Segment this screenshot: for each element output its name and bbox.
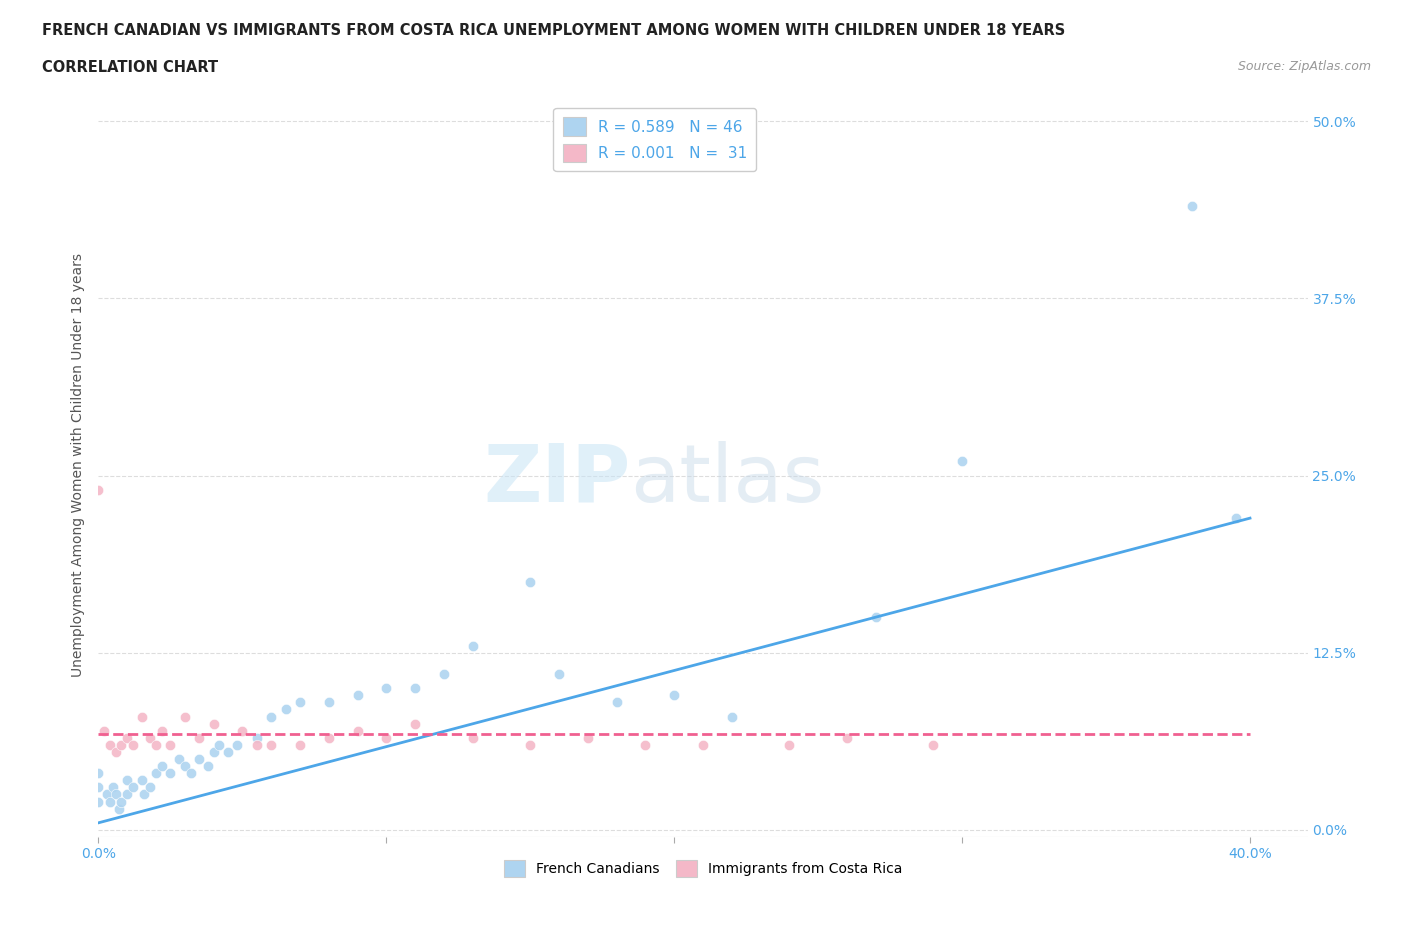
Point <box>145 765 167 780</box>
Point <box>835 730 858 745</box>
Point <box>375 730 398 745</box>
Point <box>375 681 398 696</box>
Point <box>131 709 153 724</box>
Point <box>950 454 973 469</box>
Point <box>107 802 129 817</box>
Text: CORRELATION CHART: CORRELATION CHART <box>42 60 218 75</box>
Legend: French Canadians, Immigrants from Costa Rica: French Canadians, Immigrants from Costa … <box>498 854 908 883</box>
Point <box>260 709 283 724</box>
Point <box>778 737 800 752</box>
Point <box>246 737 269 752</box>
Point <box>922 737 945 752</box>
Y-axis label: Unemployment Among Women with Children Under 18 years: Unemployment Among Women with Children U… <box>72 253 86 677</box>
Point <box>87 765 110 780</box>
Point <box>576 730 599 745</box>
Point <box>104 787 127 802</box>
Point <box>115 773 138 788</box>
Point <box>110 737 132 752</box>
Point <box>159 737 181 752</box>
Point <box>122 780 145 795</box>
Point <box>548 667 571 682</box>
Point <box>720 709 742 724</box>
Point <box>664 688 686 703</box>
Point <box>692 737 714 752</box>
Point <box>318 730 340 745</box>
Point <box>1181 199 1204 214</box>
Point <box>606 695 628 710</box>
Point <box>150 724 173 738</box>
Point <box>134 787 156 802</box>
Point <box>131 773 153 788</box>
Point <box>433 667 456 682</box>
Point <box>87 794 110 809</box>
Point <box>87 483 110 498</box>
Point <box>404 716 426 731</box>
Point <box>865 610 887 625</box>
Point <box>202 745 225 760</box>
Point <box>274 702 297 717</box>
Point <box>115 787 138 802</box>
Point <box>173 759 195 774</box>
Point <box>96 787 118 802</box>
Point <box>173 709 195 724</box>
Point <box>188 751 211 766</box>
Point <box>122 737 145 752</box>
Point <box>217 745 239 760</box>
Text: ZIP: ZIP <box>484 441 630 519</box>
Point <box>260 737 283 752</box>
Text: Source: ZipAtlas.com: Source: ZipAtlas.com <box>1237 60 1371 73</box>
Point <box>159 765 181 780</box>
Point <box>208 737 231 752</box>
Point <box>519 737 541 752</box>
Point <box>318 695 340 710</box>
Point <box>246 730 269 745</box>
Point <box>346 724 368 738</box>
Point <box>202 716 225 731</box>
Point <box>461 730 484 745</box>
Point <box>93 724 115 738</box>
Point <box>461 638 484 653</box>
Point <box>139 730 162 745</box>
Point <box>288 695 311 710</box>
Point <box>98 737 121 752</box>
Text: atlas: atlas <box>630 441 825 519</box>
Point <box>150 759 173 774</box>
Point <box>231 724 253 738</box>
Point <box>225 737 247 752</box>
Point <box>346 688 368 703</box>
Point <box>634 737 657 752</box>
Point <box>104 745 127 760</box>
Point <box>1225 511 1247 525</box>
Point <box>288 737 311 752</box>
Point <box>519 575 541 590</box>
Point <box>188 730 211 745</box>
Point <box>404 681 426 696</box>
Point <box>87 780 110 795</box>
Point <box>167 751 190 766</box>
Point <box>197 759 219 774</box>
Point <box>145 737 167 752</box>
Point <box>115 730 138 745</box>
Point <box>101 780 124 795</box>
Text: FRENCH CANADIAN VS IMMIGRANTS FROM COSTA RICA UNEMPLOYMENT AMONG WOMEN WITH CHIL: FRENCH CANADIAN VS IMMIGRANTS FROM COSTA… <box>42 23 1066 38</box>
Point <box>110 794 132 809</box>
Point <box>98 794 121 809</box>
Point <box>139 780 162 795</box>
Point <box>180 765 202 780</box>
